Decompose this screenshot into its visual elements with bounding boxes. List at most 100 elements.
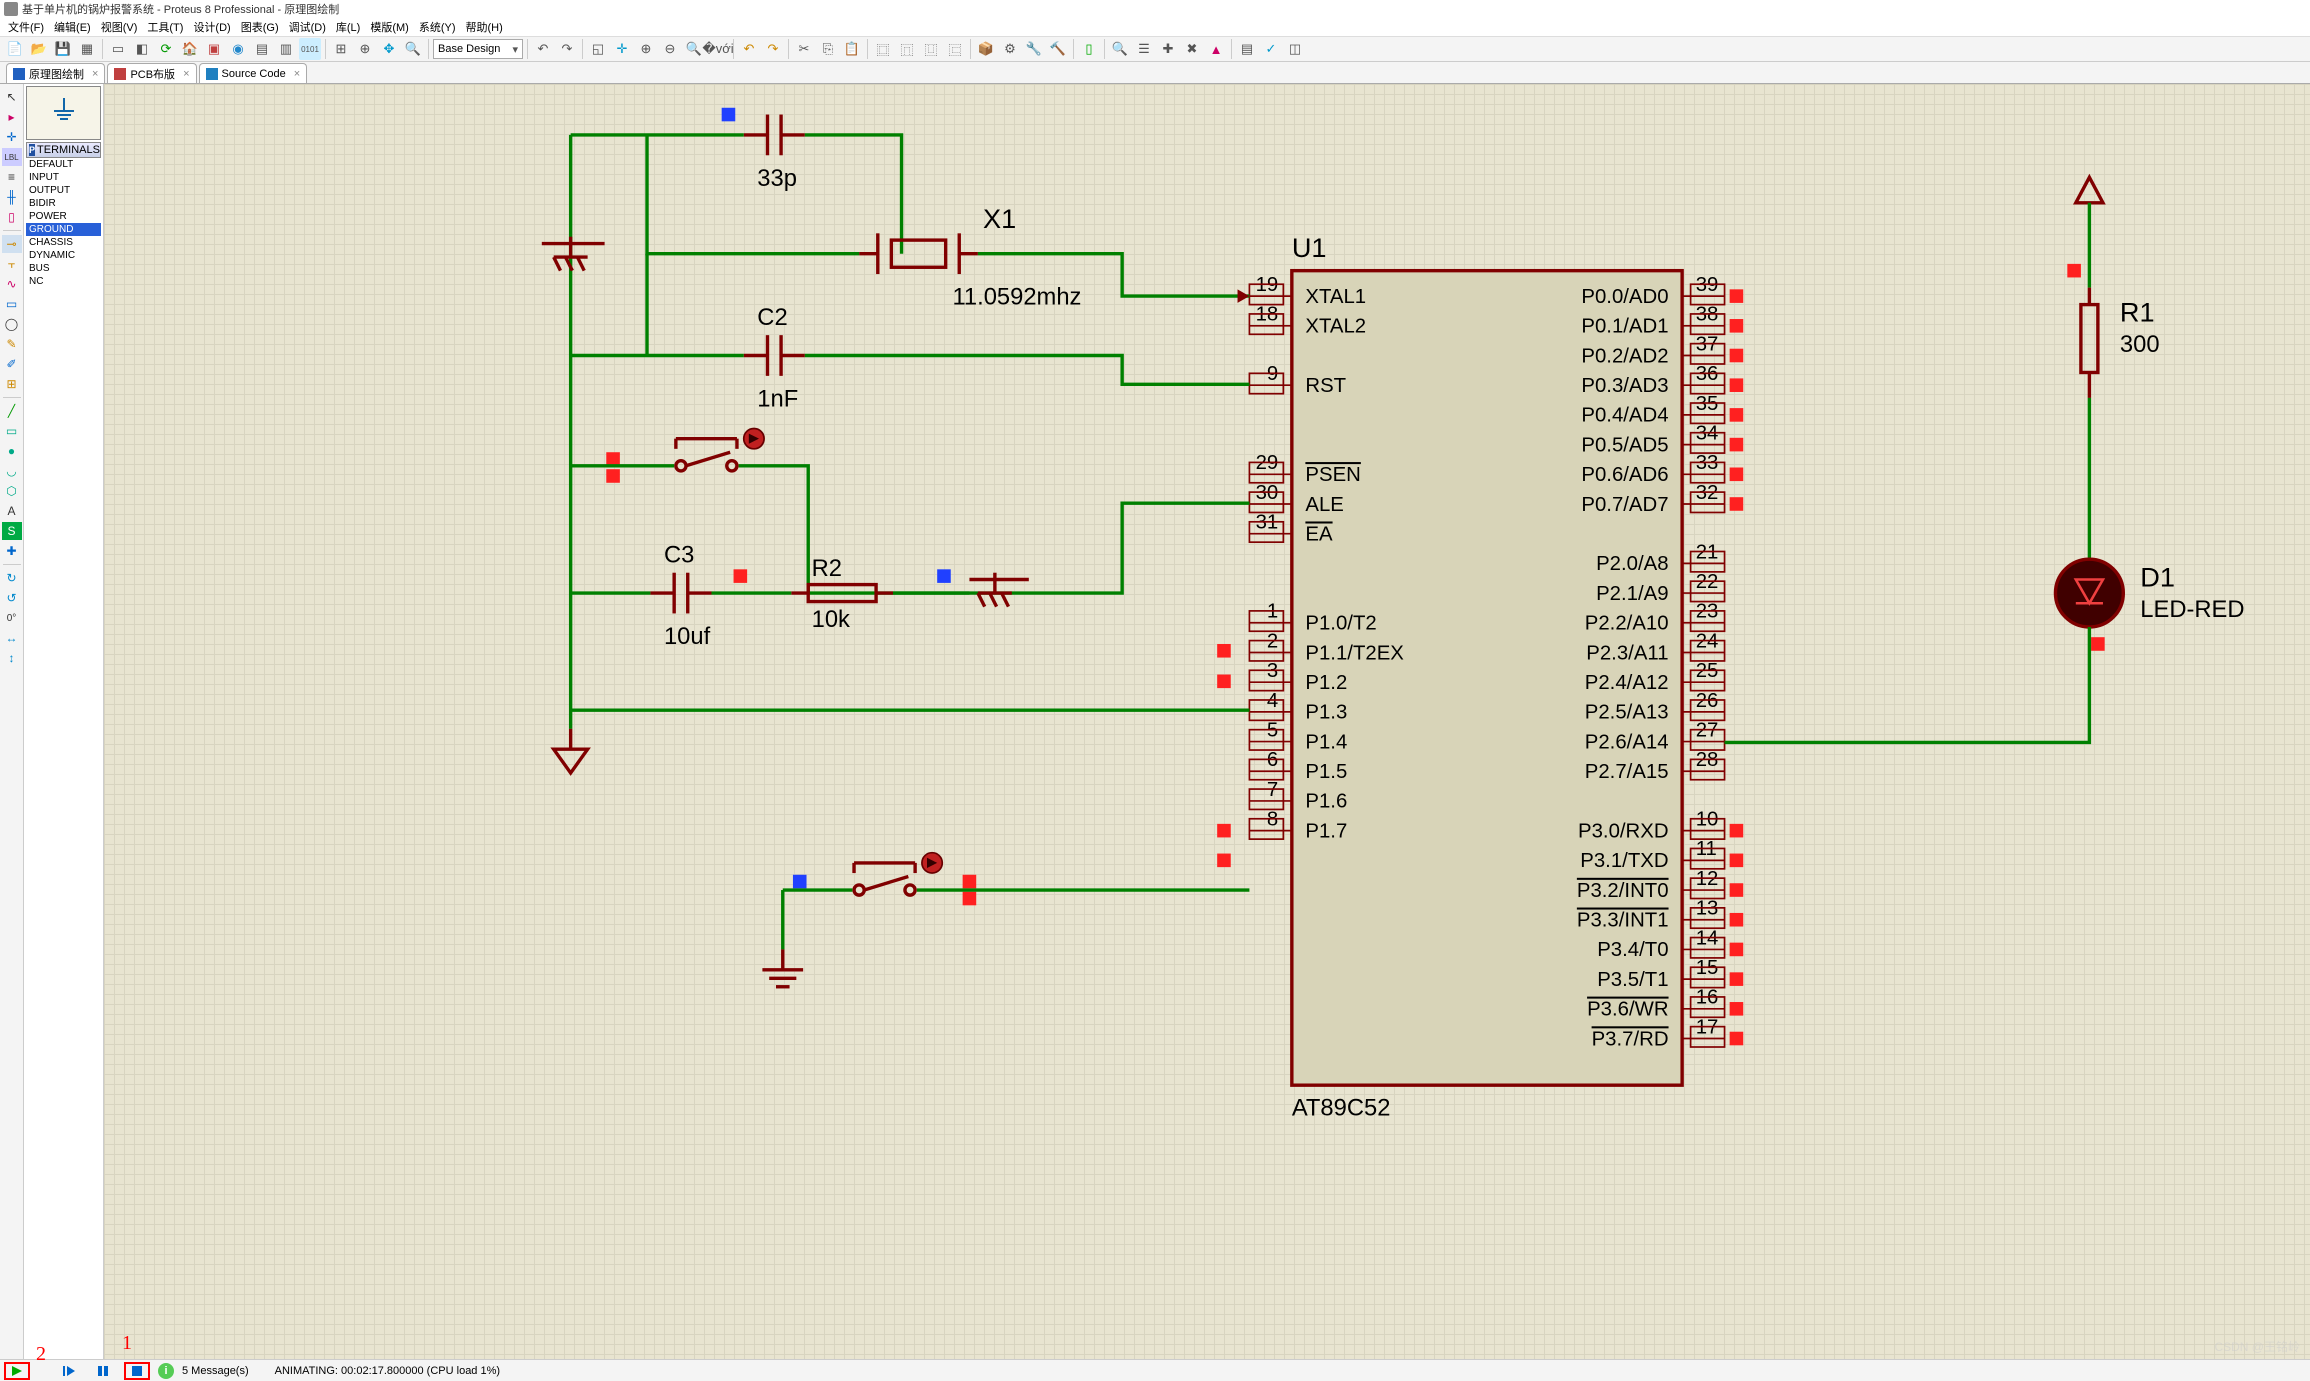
terminals-list-item[interactable]: DYNAMIC bbox=[26, 249, 101, 262]
component-mode-icon[interactable]: ▸ bbox=[2, 108, 22, 126]
new-icon[interactable]: 📄 bbox=[4, 38, 26, 60]
rotate-ccw-icon[interactable]: ↺ bbox=[2, 589, 22, 607]
zoom-in-icon[interactable]: ⊕ bbox=[635, 38, 657, 60]
remove-sheet-icon[interactable]: ✖ bbox=[1181, 38, 1203, 60]
generator-icon[interactable]: ◯ bbox=[2, 315, 22, 333]
menu-item[interactable]: 系统(Y) bbox=[415, 19, 460, 35]
copy-icon[interactable]: ⎘ bbox=[817, 38, 839, 60]
graph-mode-icon[interactable]: ∿ bbox=[2, 275, 22, 293]
exit-parent-icon[interactable]: ▲ bbox=[1205, 38, 1227, 60]
sim-stop-button[interactable] bbox=[124, 1362, 150, 1380]
cut-icon[interactable]: ✂ bbox=[793, 38, 815, 60]
virtual-instruments-icon[interactable]: ⊞ bbox=[2, 375, 22, 393]
menu-item[interactable]: 视图(V) bbox=[97, 19, 142, 35]
close-tab-icon[interactable]: × bbox=[92, 68, 98, 80]
text-2d-icon[interactable]: A bbox=[2, 502, 22, 520]
netlist-icon[interactable]: ◫ bbox=[1284, 38, 1306, 60]
block-rotate-icon[interactable]: ⿶ bbox=[920, 38, 942, 60]
tape-recorder-icon[interactable]: ▭ bbox=[2, 295, 22, 313]
pcb-icon[interactable]: ▣ bbox=[203, 38, 225, 60]
line-2d-icon[interactable]: ╱ bbox=[2, 402, 22, 420]
paste-icon[interactable]: 📋 bbox=[841, 38, 863, 60]
undo2-icon[interactable]: ↶ bbox=[738, 38, 760, 60]
code-icon[interactable]: 0101 bbox=[299, 38, 321, 60]
message-count[interactable]: 5 Message(s) bbox=[182, 1365, 249, 1377]
mirror-v-icon[interactable]: ↕ bbox=[2, 649, 22, 667]
zoom-sheet-icon[interactable]: �với bbox=[707, 38, 729, 60]
text-script-icon[interactable]: ≡ bbox=[2, 168, 22, 186]
undo-icon[interactable]: ↶ bbox=[532, 38, 554, 60]
menu-item[interactable]: 工具(T) bbox=[143, 19, 187, 35]
menu-item[interactable]: 调试(D) bbox=[285, 19, 330, 35]
menu-item[interactable]: 图表(G) bbox=[237, 19, 283, 35]
material-icon[interactable]: ▥ bbox=[275, 38, 297, 60]
menu-item[interactable]: 编辑(E) bbox=[50, 19, 95, 35]
terminals-list-item[interactable]: POWER bbox=[26, 210, 101, 223]
zoom-extents-icon[interactable]: ◱ bbox=[587, 38, 609, 60]
menu-item[interactable]: 帮助(H) bbox=[462, 19, 507, 35]
terminals-list-item[interactable]: INPUT bbox=[26, 171, 101, 184]
send-back-icon[interactable]: ◧ bbox=[131, 38, 153, 60]
terminals-list-item[interactable]: GROUND bbox=[26, 223, 101, 236]
sim-step-button[interactable] bbox=[56, 1362, 82, 1380]
circle-2d-icon[interactable]: ● bbox=[2, 442, 22, 460]
mode-toolbar[interactable]: ↖ ▸ ✛ LBL ≡ ╫ ▯ ⊸ ⫟ ∿ ▭ ◯ ✎ ✐ ⊞ ╱ ▭ ● ◡ … bbox=[0, 84, 24, 1359]
gerber-icon[interactable]: ▤ bbox=[251, 38, 273, 60]
zoom-out-icon[interactable]: ⊖ bbox=[659, 38, 681, 60]
terminals-list-item[interactable]: BUS bbox=[26, 262, 101, 275]
terminals-list-item[interactable]: NC bbox=[26, 275, 101, 288]
bom-icon[interactable]: ▤ bbox=[1236, 38, 1258, 60]
pan-icon[interactable]: ✥ bbox=[378, 38, 400, 60]
redo-icon[interactable]: ↷ bbox=[556, 38, 578, 60]
section-icon[interactable]: ▦ bbox=[76, 38, 98, 60]
terminals-mode-icon[interactable]: ⊸ bbox=[2, 235, 22, 253]
sim-pause-button[interactable] bbox=[90, 1362, 116, 1380]
menu-item[interactable]: 模版(M) bbox=[366, 19, 413, 35]
box-2d-icon[interactable]: ▭ bbox=[2, 422, 22, 440]
message-icon[interactable]: i bbox=[158, 1363, 174, 1379]
close-tab-icon[interactable]: × bbox=[183, 68, 189, 80]
menu-item[interactable]: 设计(D) bbox=[189, 19, 234, 35]
refresh-icon[interactable]: ⟳ bbox=[155, 38, 177, 60]
wire-label-icon[interactable]: LBL bbox=[2, 148, 22, 166]
voltage-probe-icon[interactable]: ✎ bbox=[2, 335, 22, 353]
document-tabs[interactable]: 原理图绘制×PCB布版×Source Code× bbox=[0, 62, 2310, 84]
subcircuit-icon[interactable]: ▯ bbox=[2, 208, 22, 226]
open-icon[interactable]: 📂 bbox=[28, 38, 50, 60]
rotate-cw-icon[interactable]: ↻ bbox=[2, 569, 22, 587]
pick-icon[interactable]: 📦 bbox=[975, 38, 997, 60]
erc-icon[interactable]: ✓ bbox=[1260, 38, 1282, 60]
arc-2d-icon[interactable]: ◡ bbox=[2, 462, 22, 480]
menu-item[interactable]: 文件(F) bbox=[4, 19, 48, 35]
terminals-list-item[interactable]: CHASSIS bbox=[26, 236, 101, 249]
redo2-icon[interactable]: ↷ bbox=[762, 38, 784, 60]
selection-mode-icon[interactable]: ↖ bbox=[2, 88, 22, 106]
marker-2d-icon[interactable]: ✚ bbox=[2, 542, 22, 560]
schematic-canvas[interactable]: U1AT89C5219XTAL118XTAL29RST29PSEN30ALE31… bbox=[104, 84, 2310, 1359]
terminals-list[interactable]: DEFAULTINPUTOUTPUTBIDIRPOWERGROUNDCHASSI… bbox=[26, 158, 101, 1359]
center-icon[interactable]: ✛ bbox=[611, 38, 633, 60]
origin-icon[interactable]: ⊕ bbox=[354, 38, 376, 60]
device-pins-icon[interactable]: ⫟ bbox=[2, 255, 22, 273]
bus-mode-icon[interactable]: ╫ bbox=[2, 188, 22, 206]
save-icon[interactable]: 💾 bbox=[52, 38, 74, 60]
junction-mode-icon[interactable]: ✛ bbox=[2, 128, 22, 146]
block-copy-icon[interactable]: ⿴ bbox=[872, 38, 894, 60]
3d-icon[interactable]: ◉ bbox=[227, 38, 249, 60]
wire-autorouter-icon[interactable]: ▯ bbox=[1078, 38, 1100, 60]
main-toolbar[interactable]: 📄 📂 💾 ▦ ▭ ◧ ⟳ 🏠 ▣ ◉ ▤ ▥ 0101 ⊞ ⊕ ✥ 🔍 Bas… bbox=[0, 36, 2310, 62]
decompose-icon[interactable]: 🔨 bbox=[1047, 38, 1069, 60]
terminals-list-item[interactable]: BIDIR bbox=[26, 197, 101, 210]
packaging-icon[interactable]: 🔧 bbox=[1023, 38, 1045, 60]
mirror-h-icon[interactable]: ↔ bbox=[2, 629, 22, 647]
document-tab[interactable]: Source Code× bbox=[199, 63, 308, 83]
design-variant-combo[interactable]: Base Design bbox=[433, 39, 523, 59]
symbol-2d-icon[interactable]: S bbox=[2, 522, 22, 540]
sim-play-button[interactable] bbox=[4, 1362, 30, 1380]
terminals-list-item[interactable]: DEFAULT bbox=[26, 158, 101, 171]
close-tab-icon[interactable]: × bbox=[294, 68, 300, 80]
home-icon[interactable]: 🏠 bbox=[179, 38, 201, 60]
new-sheet-icon[interactable]: ✚ bbox=[1157, 38, 1179, 60]
zoom-fit-icon[interactable]: 🔍 bbox=[402, 38, 424, 60]
document-tab[interactable]: 原理图绘制× bbox=[6, 63, 105, 83]
